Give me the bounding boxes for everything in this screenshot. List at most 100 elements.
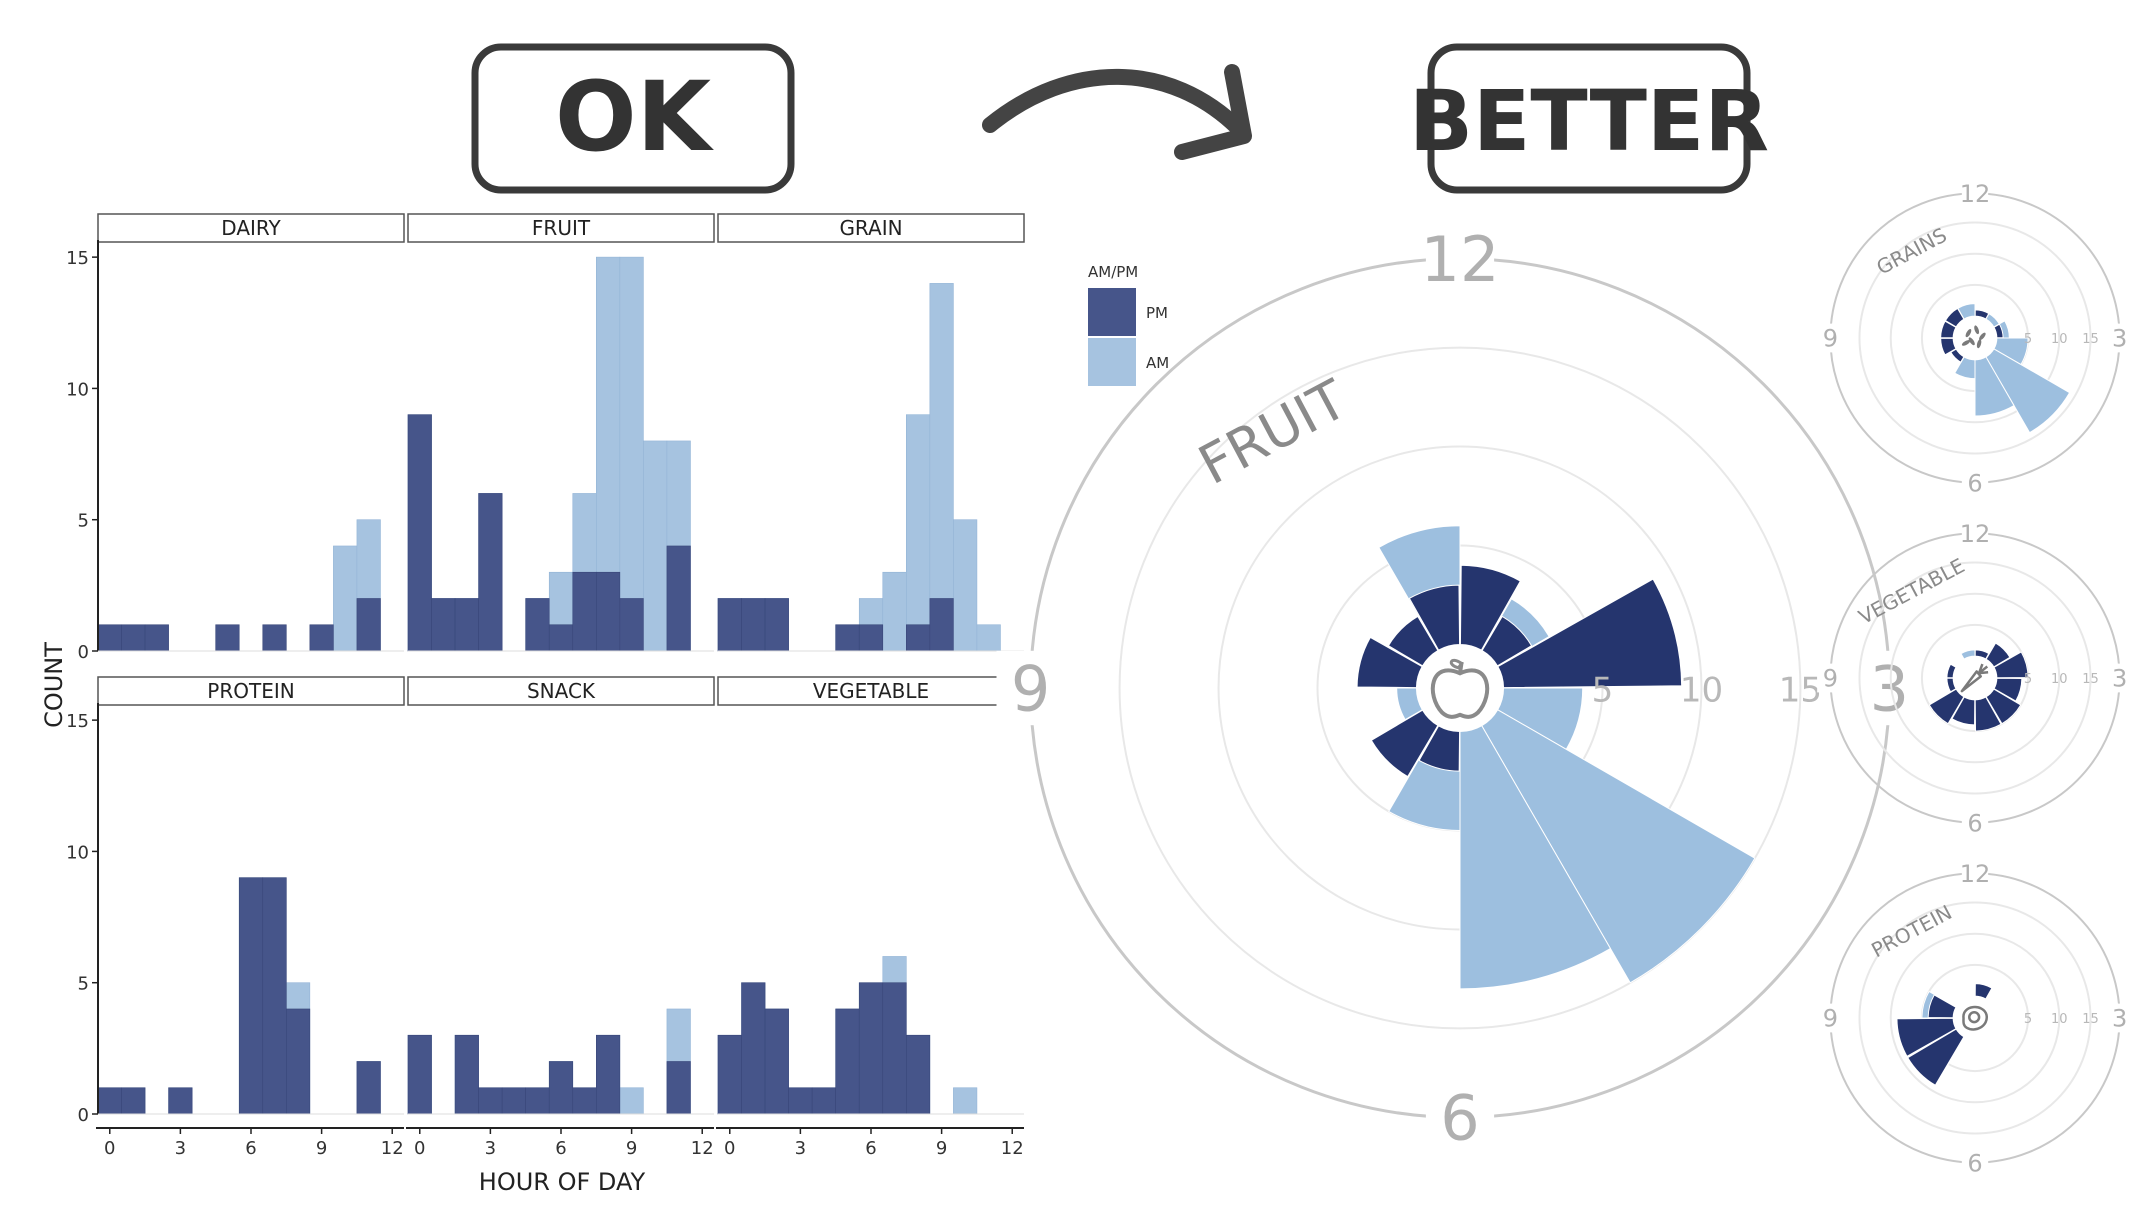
faceted-histogram: DAIRY 0 5 10 15 FRUIT GRAIN PROTEIN 0 5 10 15 0 3 6 9 12… [40, 213, 1025, 1196]
polar-bar-pm [1481, 615, 1533, 667]
bar-pm [764, 1008, 789, 1115]
clock-label: 12 [1960, 180, 1991, 208]
polar-bar-pm [1946, 663, 1957, 679]
ok-badge: OK [471, 43, 795, 194]
radial-tick-label: 5 [1592, 671, 1614, 711]
y-tick-label: 0 [78, 1105, 89, 1126]
x-tick-label: 6 [865, 1138, 876, 1159]
better-badge: BETTER [1409, 43, 1769, 194]
facet-strip-label: DAIRY [221, 216, 281, 240]
bar-pm [262, 624, 287, 652]
radial-tick-label: 5 [2024, 672, 2032, 687]
bar-pm [97, 1087, 122, 1115]
polar-bar-am [1954, 356, 1976, 380]
x-tick-label: 9 [936, 1138, 947, 1159]
x-tick-label: 12 [381, 1138, 404, 1159]
bar-pm [431, 598, 456, 652]
bar-pm [572, 1087, 597, 1115]
facet-strip-label: FRUIT [532, 216, 591, 240]
clock-label-gap [2106, 1003, 2133, 1033]
facet-strip [407, 213, 715, 243]
polar-bar-pm [1928, 688, 1965, 725]
y-tick-label: 10 [66, 379, 89, 400]
x-tick-label: 3 [795, 1138, 806, 1159]
clock-label-gap [1817, 323, 1844, 353]
clock-label-gap [2106, 663, 2133, 693]
radial-tick-label: 10 [1680, 671, 1723, 711]
polar-bar-am [1985, 348, 2071, 434]
clock-label-gap [1961, 1148, 1989, 1178]
radial-tick-label: 10 [2051, 1012, 2068, 1027]
facet-strip [407, 676, 715, 706]
y-tick-label: 15 [66, 711, 89, 732]
grid-ring [1858, 221, 2092, 455]
bar-pm [788, 1087, 813, 1115]
bar-am [619, 1087, 644, 1115]
bar-pm [741, 982, 766, 1115]
legend: AM/PM PM AM [1088, 263, 1169, 386]
arrow-icon [982, 64, 1252, 160]
x-tick-label: 0 [414, 1138, 425, 1159]
bar-pm [764, 598, 789, 652]
polar-bar-pm [1927, 994, 1957, 1019]
legend-title: AM/PM [1088, 263, 1138, 281]
bar-pm [168, 1087, 193, 1115]
clock-label-gap [996, 650, 1065, 726]
bar-pm [906, 624, 931, 652]
x-tick-label: 9 [316, 1138, 327, 1159]
apple-leaf [1449, 658, 1464, 670]
x-tick-label: 9 [626, 1138, 637, 1159]
x-tick-label: 3 [175, 1138, 186, 1159]
bar-pm [858, 982, 884, 1115]
bar-pm [407, 414, 432, 652]
x-tick-label: 12 [1001, 1138, 1024, 1159]
bar-pm [262, 877, 287, 1115]
x-tick-label: 6 [245, 1138, 256, 1159]
bar-pm [286, 1008, 311, 1115]
clock-label: 6 [1967, 1149, 1982, 1177]
facet-strip-label: GRAIN [839, 216, 902, 240]
clock-label-gap [1961, 808, 1989, 838]
bar-am [976, 624, 1001, 652]
bar-am [643, 440, 668, 652]
grain-kernel [1974, 325, 1980, 335]
polar-bar-pm [1985, 688, 2022, 725]
polar-bar-pm [1993, 651, 2029, 679]
clock-label: 6 [1967, 809, 1982, 837]
polar-bar-pm [1370, 709, 1439, 778]
clock-label-gap [1425, 1080, 1495, 1155]
grain-kernel [1976, 339, 1982, 349]
clock-label: 3 [2112, 665, 2127, 693]
clock-label: 6 [1967, 469, 1982, 497]
y-tick-label: 0 [78, 642, 89, 663]
clock-label: 9 [1823, 1005, 1838, 1033]
grain-icon [1961, 325, 1986, 349]
polar-bar-am [1459, 725, 1612, 990]
carrot-body [1960, 670, 1982, 693]
bar-pm [215, 624, 240, 652]
clock-label-gap [1817, 1003, 1844, 1033]
bar-pm [121, 624, 146, 652]
grid-ring [1889, 252, 2061, 424]
polar-bar-am [1481, 709, 1756, 984]
bar-am [882, 571, 907, 652]
bar-pm [811, 1087, 836, 1115]
clock-label-gap [1425, 221, 1495, 296]
clock-label: 3 [2112, 325, 2127, 353]
legend-swatch-am [1088, 338, 1136, 386]
carrot-icon [1960, 663, 1989, 693]
bar-pm [478, 493, 503, 652]
polar-bar-pm [1993, 677, 2023, 702]
polar-bar-pm [1356, 636, 1423, 689]
bar-pm [929, 598, 954, 652]
x-tick-label: 6 [555, 1138, 566, 1159]
bar-pm [741, 598, 766, 652]
bar-am [953, 519, 978, 652]
y-tick-label: 5 [78, 974, 89, 995]
bar-pm [596, 1034, 621, 1115]
clock-label: 12 [1960, 860, 1991, 888]
bar-pm [835, 1008, 860, 1115]
center-hole [1954, 317, 1996, 359]
polar-bar-pm [1974, 983, 1993, 1000]
